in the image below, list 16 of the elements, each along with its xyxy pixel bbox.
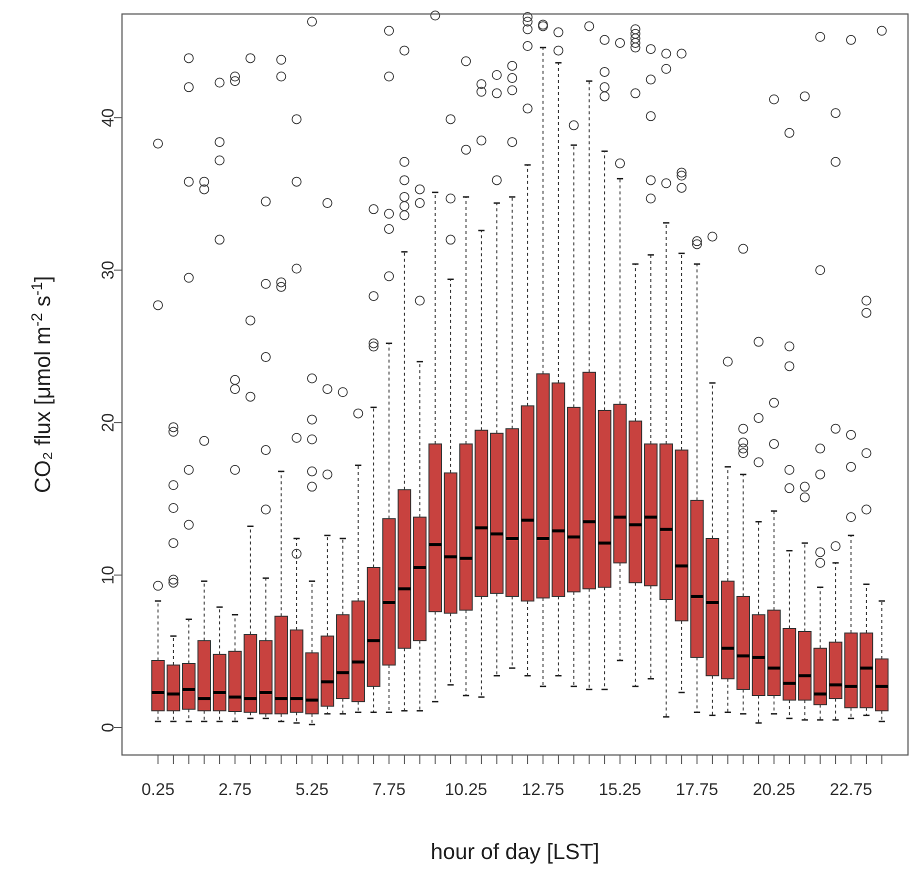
y-tick-label: 0 xyxy=(98,722,118,732)
x-tick-label: 15.25 xyxy=(598,780,642,799)
x-tick-label: 12.75 xyxy=(522,780,564,799)
x-tick-label: 10.25 xyxy=(444,780,488,799)
x-tick-label: 0.25 xyxy=(141,780,175,799)
x-tick-label: 5.25 xyxy=(295,780,329,799)
y-tick-label: 40 xyxy=(98,108,118,128)
y-tick-label: 20 xyxy=(98,413,118,432)
x-tick-label: 2.75 xyxy=(218,780,252,799)
x-tick-label: 20.25 xyxy=(752,780,796,799)
x-tick-label: 22.75 xyxy=(830,780,872,799)
x-tick-label: 7.75 xyxy=(372,780,406,799)
y-tick-label: 30 xyxy=(98,260,118,280)
x-tick-label: 17.75 xyxy=(676,780,718,799)
y-tick-label: 10 xyxy=(98,566,118,585)
x-axis-title: hour of day [LST] xyxy=(430,839,600,864)
